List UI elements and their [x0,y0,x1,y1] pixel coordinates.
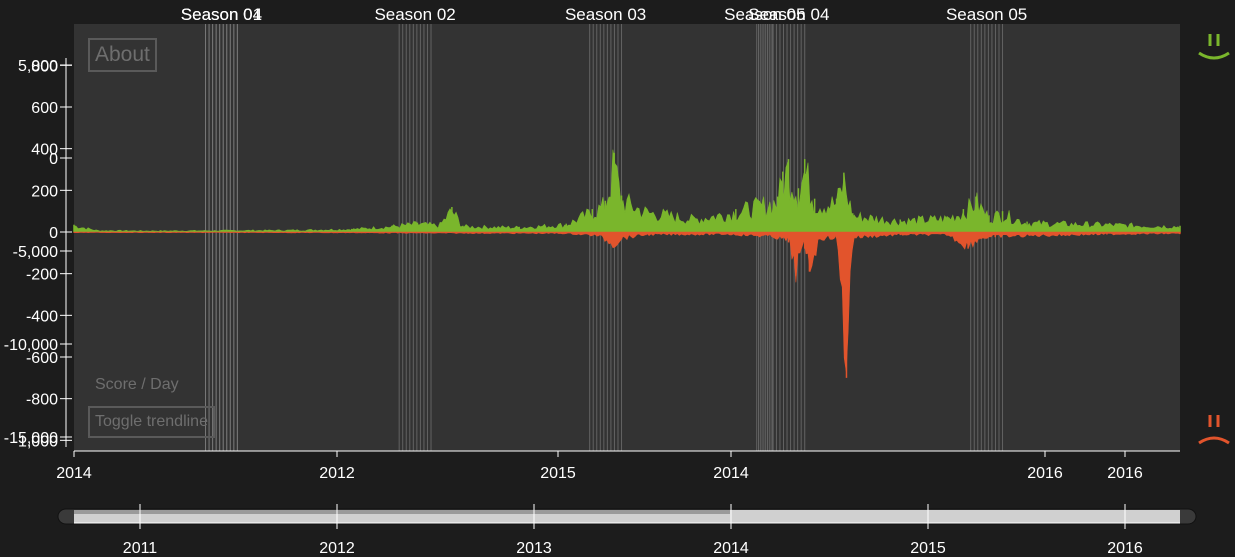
x-tick-label: 2016 [1107,465,1143,482]
brush-tick-label: 2013 [516,540,552,557]
score-per-day-label: Score / Day [95,376,179,393]
y-tick-label: 0 [49,151,58,168]
y-tick-label: 200 [31,183,58,200]
data-areas [73,149,1181,378]
x-tick-label: 2016 [1027,465,1063,482]
toggle-trendline-button[interactable]: Toggle trendline [88,406,215,438]
y-tick-label: -5,000 [13,244,58,261]
x-axis: 2014 2012 2015 2014 2016 2016 [56,450,1180,482]
y-tick-label: 600 [31,100,58,117]
negative-area [73,231,1181,372]
y-tick-label: -400 [26,308,58,325]
y-tick-label: -10,000 [4,337,58,354]
brush-tick-label: 2015 [910,540,946,557]
x-tick-label: 2012 [319,465,355,482]
y-axes: 5,000 0 -5,000 -10,000 -15,000 800 600 400 200 0 -… [4,58,72,450]
happy-face-icon [1198,34,1230,60]
season-label: Season 01 [181,5,262,24]
y-tick-label: 800 [31,58,58,75]
brush-tick-label: 2011 [123,540,158,557]
about-button[interactable]: About [88,38,157,72]
brush-tick-label: 2012 [319,540,355,557]
season-label: Season 04 [748,5,829,24]
y-tick-label: 0 [49,225,58,242]
y-tick-label: -1,000 [13,433,58,450]
brush-tick-label: 2014 [713,540,749,557]
y-tick-label: -200 [26,267,58,284]
x-tick-label: 2015 [540,465,576,482]
brush-tick-label: 2016 [1107,540,1143,557]
season-label: Season 03 [565,5,646,24]
y-tick-label: 5,000 [18,58,58,75]
season-label: Season 05 [946,5,1027,24]
x-tick-label: 2014 [56,465,92,482]
sad-face-icon [1198,415,1230,445]
y-tick-label: -15,000 [4,430,58,447]
time-brush[interactable]: 2011 2012 2013 2014 2015 2016 [57,504,1197,557]
y-tick-label: -800 [26,392,58,409]
y-tick-label: 400 [31,142,58,159]
season-label: Season 05 [724,5,805,24]
x-tick-label: 2014 [713,465,749,482]
brush-shade [74,510,730,514]
season-label: Season 02 [374,5,455,24]
positive-area [73,149,1181,233]
y-tick-label: -600 [26,350,58,367]
season-markers [205,24,1004,451]
season-label: Season 04 [181,5,262,24]
